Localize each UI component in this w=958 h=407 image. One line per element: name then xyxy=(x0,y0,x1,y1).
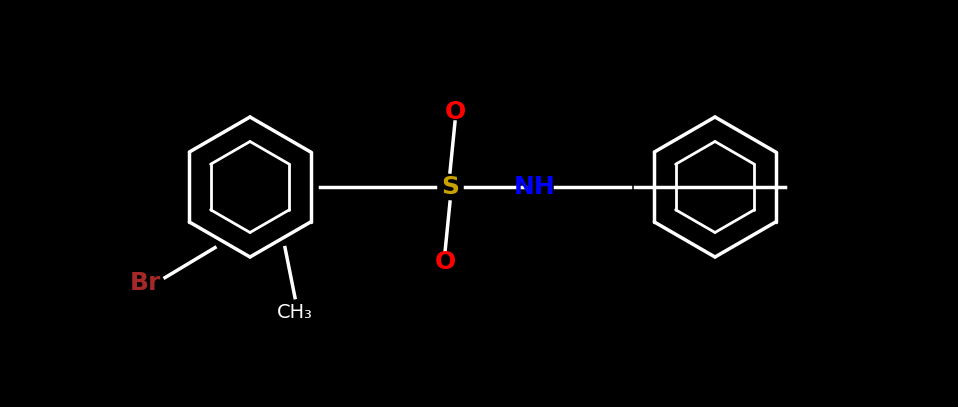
Text: CH₃: CH₃ xyxy=(277,303,313,322)
Text: NH: NH xyxy=(514,175,556,199)
Text: S: S xyxy=(441,175,459,199)
Text: O: O xyxy=(434,250,456,274)
Text: Br: Br xyxy=(129,271,161,295)
Text: O: O xyxy=(445,100,466,124)
